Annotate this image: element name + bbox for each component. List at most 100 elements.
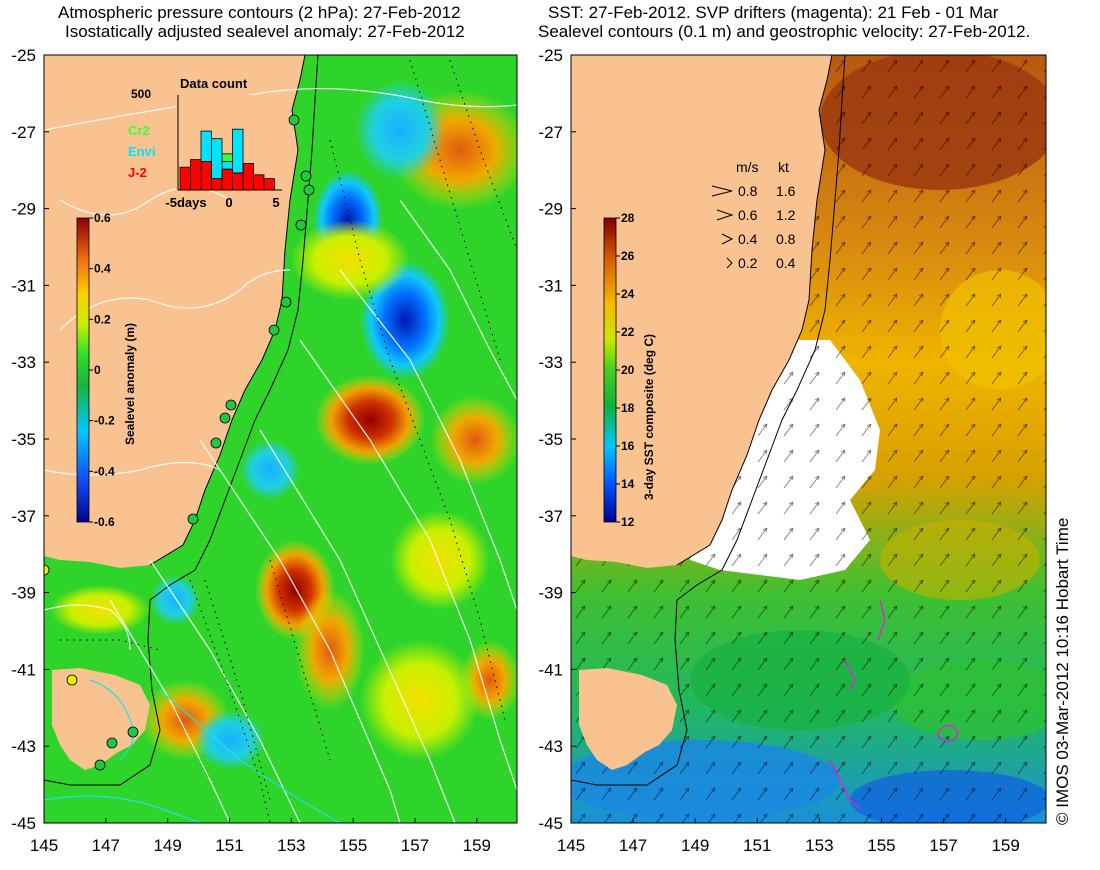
right-colorbar: 28 26 24 22 20 18 16 14 12 3-day SST composite (… xyxy=(603,211,656,529)
right-mainland xyxy=(571,55,832,568)
inset-xtick-label: -5days xyxy=(165,195,206,210)
lon-tick-label: 157 xyxy=(929,836,957,855)
colorbar-tick-label: -0.6 xyxy=(94,515,115,529)
colorbar-tick-label: 0 xyxy=(94,363,101,377)
lat-tick-label: -33 xyxy=(538,353,563,372)
lon-tick-label: 151 xyxy=(743,836,771,855)
lon-tick-label: 147 xyxy=(92,836,120,855)
lat-tick-label: -41 xyxy=(538,660,563,679)
lat-tick-label: -43 xyxy=(538,737,563,756)
inset-xtick-label: 0 xyxy=(225,195,232,210)
velocity-scale-legend: m/s kt 0.8 1.6 0.6 1.2 0.4 0.8 0.2 0.4 xyxy=(711,159,796,271)
legend-kt-value: 0.4 xyxy=(776,255,796,271)
histogram-bar xyxy=(211,138,223,179)
colorbar-tick-label: 12 xyxy=(621,515,635,529)
lat-tick-label: -41 xyxy=(11,660,36,679)
lat-tick-label: -37 xyxy=(11,507,36,526)
lat-tick-label: -39 xyxy=(538,584,563,603)
colorbar-tick-label: 26 xyxy=(621,249,635,263)
lat-tick-label: -31 xyxy=(538,276,563,295)
legend-ms-value: 0.6 xyxy=(738,207,758,223)
lat-tick-label: -29 xyxy=(538,200,563,219)
legend-header-ms: m/s xyxy=(736,159,759,175)
colorbar-tick-label: 0.4 xyxy=(94,262,111,276)
right-colorbar-label: 3-day SST composite (deg C) xyxy=(642,334,656,500)
colorbar-tick-label: 0.2 xyxy=(94,312,111,326)
legend-ms-value: 0.2 xyxy=(738,255,758,271)
lon-tick-label: 147 xyxy=(619,836,647,855)
lon-tick-label: 145 xyxy=(557,836,585,855)
lat-tick-label: -39 xyxy=(11,584,36,603)
velocity-scale-arrow xyxy=(711,185,733,197)
legend-ms-value: 0.8 xyxy=(738,183,758,199)
histogram-bar xyxy=(232,172,244,191)
legend-header-kt: kt xyxy=(778,159,789,175)
lon-tick-label: 157 xyxy=(401,836,429,855)
lat-tick-label: -43 xyxy=(11,737,36,756)
legend-kt-value: 1.6 xyxy=(776,183,796,199)
lat-tick-label: -27 xyxy=(11,123,36,142)
lon-tick-label: 155 xyxy=(339,836,367,855)
inset-xtick-label: 5 xyxy=(272,195,279,210)
left-colorbar-label: Sealevel anomaly (m) xyxy=(123,323,137,445)
right-title-line1: SST: 27-Feb-2012. SVP drifters (magenta)… xyxy=(548,3,999,22)
inset-ymax: 500 xyxy=(131,87,151,101)
left-map xyxy=(44,55,517,823)
lat-tick-label: -31 xyxy=(11,276,36,295)
left-title-line2: Isostatically adjusted sealevel anomaly:… xyxy=(65,22,465,41)
right-title-line2: Sealevel contours (0.1 m) and geostrophi… xyxy=(538,22,1031,41)
legend-kt-value: 1.2 xyxy=(776,207,796,223)
lon-tick-label: 159 xyxy=(463,836,491,855)
legend-ms-value: 0.4 xyxy=(738,231,758,247)
right-map xyxy=(571,55,1046,823)
left-tasmania xyxy=(52,668,150,770)
colorbar-tick-label: 14 xyxy=(621,477,635,491)
lat-tick-label: -25 xyxy=(11,46,36,65)
velocity-scale-arrow xyxy=(716,209,734,221)
imos-credit: © IMOS 03-Mar-2012 10:16 Hobart Time xyxy=(1053,518,1072,825)
lat-tick-label: -29 xyxy=(11,200,36,219)
lon-tick-label: 153 xyxy=(277,836,305,855)
data-count-inset: Data count 500 Cr2 Envi J-2 -5days 0 5 xyxy=(128,76,282,210)
svp-drifter-tracks xyxy=(829,599,959,809)
histogram-bar xyxy=(200,130,212,162)
lat-tick-label: -25 xyxy=(538,46,563,65)
histogram-bar xyxy=(232,128,244,174)
lat-tick-label: -35 xyxy=(11,430,36,449)
inset-legend-label: Envi xyxy=(128,144,155,159)
histogram-bar xyxy=(221,153,233,162)
tide-gauge-markers xyxy=(44,114,315,771)
inset-legend-label: J-2 xyxy=(128,165,147,180)
left-axis-ticks: -25 -27 -29 -31 -33 -35 -37 -39 -41 -43 -45 145 147 1… xyxy=(11,46,491,855)
histogram-bar xyxy=(221,161,233,170)
lat-tick-label: -45 xyxy=(11,814,36,833)
colorbar-tick-label: 24 xyxy=(621,287,635,301)
lat-tick-label: -35 xyxy=(538,430,563,449)
inset-legend-label: Cr2 xyxy=(128,123,150,138)
right-axis-ticks: -25 -27 -29 -31 -33 -35 -37 -39 -41 -43 -45 145 147 1… xyxy=(538,46,1019,855)
right-tasmania xyxy=(579,668,677,770)
histogram-bar xyxy=(221,168,233,191)
lon-tick-label: 151 xyxy=(215,836,243,855)
lon-tick-label: 153 xyxy=(805,836,833,855)
legend-kt-value: 0.8 xyxy=(776,231,796,247)
colorbar-tick-label: 16 xyxy=(621,439,635,453)
left-colorbar: 0.6 0.4 0.2 0 -0.2 -0.4 -0.6 Sealevel anomaly … xyxy=(76,211,137,529)
colorbar-tick-label: 18 xyxy=(621,401,635,415)
histogram-bar xyxy=(253,174,265,191)
histogram-bar xyxy=(211,178,223,191)
histogram-bar xyxy=(190,159,202,191)
colorbar-tick-label: 0.6 xyxy=(94,211,111,225)
velocity-scale-arrow xyxy=(726,257,733,269)
colorbar-tick-label: 20 xyxy=(621,363,635,377)
lon-tick-label: 159 xyxy=(991,836,1019,855)
colorbar-tick-label: -0.2 xyxy=(94,414,115,428)
colorbar-tick-label: 22 xyxy=(621,325,635,339)
velocity-scale-arrow xyxy=(721,233,734,245)
colorbar-tick-label: 28 xyxy=(621,211,635,225)
histogram-bar xyxy=(200,161,212,191)
lat-tick-label: -33 xyxy=(11,353,36,372)
colorbar-tick-label: -0.4 xyxy=(94,464,115,478)
lon-tick-label: 145 xyxy=(30,836,58,855)
